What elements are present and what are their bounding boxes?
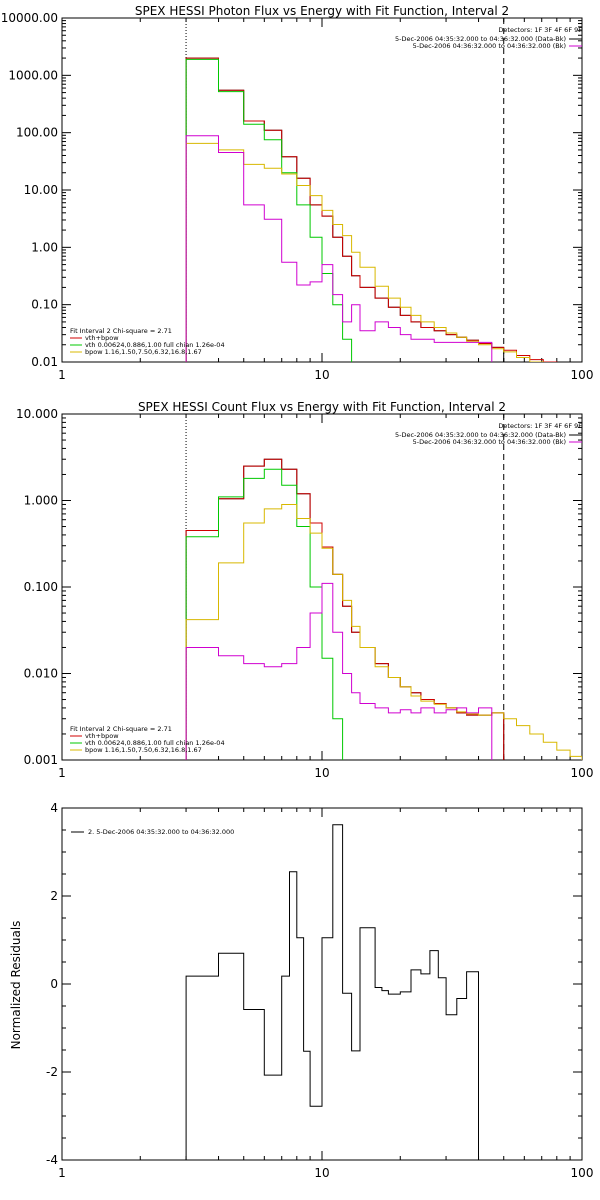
- count-fit-header: Fit Interval 2 Chi-square = 2.71: [70, 725, 172, 733]
- count-legend-header: Detectors: 1F 3F 4F 6F 9F: [498, 422, 582, 430]
- photon-x-tick-label: 10: [314, 368, 329, 382]
- photon-fit-total: vth+bpow: [85, 334, 119, 342]
- photon-legend-bk: 5-Dec-2006 04:36:32.000 to 04:36:32.000 …: [413, 42, 566, 50]
- photon-y-tick-label: 100.00: [16, 126, 58, 140]
- photon-series-bpow: [185, 142, 544, 362]
- count-legend-bk: 5-Dec-2006 04:36:32.000 to 04:36:32.000 …: [413, 438, 566, 446]
- photon-y-tick-labels: 0.01 0.10 1.00 10.00 100.00 1000.00 10000.00: [1, 11, 58, 369]
- residuals-x-tick-label: 100: [571, 1166, 594, 1180]
- count-fit-bpow: bpow 1.16,1.50,7.50,6.32,16.8,1.67: [85, 746, 202, 754]
- count-y-tick-label: 0.001: [24, 753, 58, 767]
- count-x-tick-label: 10: [314, 766, 329, 780]
- residuals-legend-entry: 2. 5-Dec-2006 04:35:32.000 to 04:36:32.0…: [88, 828, 234, 836]
- photon-x-tick-label: 100: [571, 368, 594, 382]
- count-y-tick-label: 0.010: [24, 667, 58, 681]
- photon-flux-panel: SPEX HESSI Photon Flux vs Energy with Fi…: [1, 4, 594, 382]
- count-x-tick-labels: 1 10 100: [58, 766, 593, 780]
- count-x-tick-label: 100: [571, 766, 594, 780]
- photon-x-tick-labels: 1 10 100: [58, 368, 593, 382]
- count-y-tick-label: 10.000: [16, 407, 58, 421]
- photon-detector-legend: Detectors: 1F 3F 4F 6F 9F 5-Dec-2006 04:…: [395, 26, 582, 50]
- count-series-bk: [185, 582, 493, 760]
- photon-series-sum: [185, 57, 505, 362]
- count-legend-data-bk: 5-Dec-2006 04:35:32.000 to 04:36:32.000 …: [395, 431, 566, 439]
- photon-y-tick-label: 1000.00: [8, 68, 58, 82]
- count-y-tick-label: 0.100: [24, 580, 58, 594]
- count-series-bpow: [185, 504, 582, 760]
- photon-y-tick-label: 0.01: [31, 355, 58, 369]
- residuals-x-tick-labels: 1 10 100: [58, 1166, 593, 1180]
- photon-legend-data-bk: 5-Dec-2006 04:35:32.000 to 04:36:32.000 …: [395, 35, 566, 43]
- photon-chart-title: SPEX HESSI Photon Flux vs Energy with Fi…: [135, 4, 509, 18]
- residuals-legend: 2. 5-Dec-2006 04:35:32.000 to 04:36:32.0…: [71, 828, 234, 836]
- photon-y-tick-label: 0.10: [31, 298, 58, 312]
- photon-fit-header: Fit Interval 2 Chi-square = 2.71: [70, 327, 172, 335]
- count-fit-legend: Fit Interval 2 Chi-square = 2.71 vth+bpo…: [70, 725, 225, 754]
- count-y-tick-labels: 0.001 0.010 0.100 1.000 10.000: [16, 407, 58, 767]
- photon-series-bk: [185, 135, 493, 362]
- residuals-y-tick-label: 4: [50, 801, 58, 815]
- photon-series-total: [185, 57, 558, 362]
- count-detector-legend: Detectors: 1F 3F 4F 6F 9F 5-Dec-2006 04:…: [395, 422, 582, 446]
- count-flux-panel: SPEX HESSI Count Flux vs Energy with Fit…: [16, 400, 593, 780]
- count-chart-title: SPEX HESSI Count Flux vs Energy with Fit…: [138, 400, 506, 414]
- residuals-y-tick-labels: -4 -2 0 2 4: [46, 801, 58, 1167]
- residuals-x-tick-label: 10: [314, 1166, 329, 1180]
- count-series-vth: [185, 468, 344, 760]
- residuals-x-tick-label: 1: [58, 1166, 66, 1180]
- residuals-y-tick-label: 2: [50, 889, 58, 903]
- photon-fit-vth: vth 0.00624,0.886,1.00 full chian 1.26e-…: [85, 341, 225, 349]
- photon-series-vth: [185, 58, 353, 362]
- count-x-tick-label: 1: [58, 766, 66, 780]
- count-fit-vth: vth 0.00624,0.886,1.00 full chian 1.26e-…: [85, 739, 225, 747]
- residuals-y-tick-label: -2: [46, 1065, 58, 1079]
- count-y-tick-label: 1.000: [24, 494, 58, 508]
- photon-plot-area: [61, 17, 583, 363]
- count-series-total: [185, 458, 505, 760]
- photon-x-tick-label: 1: [58, 368, 66, 382]
- photon-fit-bpow: bpow 1.16,1.50,7.50,6.32,16.8,1.67: [85, 348, 202, 356]
- photon-y-tick-label: 1.00: [31, 240, 58, 254]
- count-fit-total: vth+bpow: [85, 732, 119, 740]
- count-series-sum: [185, 458, 505, 760]
- photon-y-tick-label: 10.00: [24, 183, 58, 197]
- residuals-series-resid: [185, 824, 479, 1160]
- count-plot-area: [61, 413, 583, 761]
- residuals-y-axis-label: Normalized Residuals: [9, 921, 23, 1050]
- photon-fit-legend: Fit Interval 2 Chi-square = 2.71 vth+bpo…: [70, 327, 225, 356]
- residuals-panel: Normalized Residuals -4 -2 0 2 4 1 10 100 2. 5…: [9, 801, 593, 1180]
- residuals-y-tick-label: 0: [50, 977, 58, 991]
- photon-legend-header: Detectors: 1F 3F 4F 6F 9F: [498, 26, 582, 34]
- residuals-y-tick-label: -4: [46, 1153, 58, 1167]
- residuals-plot-area: [61, 807, 583, 1161]
- photon-y-tick-label: 10000.00: [1, 11, 58, 25]
